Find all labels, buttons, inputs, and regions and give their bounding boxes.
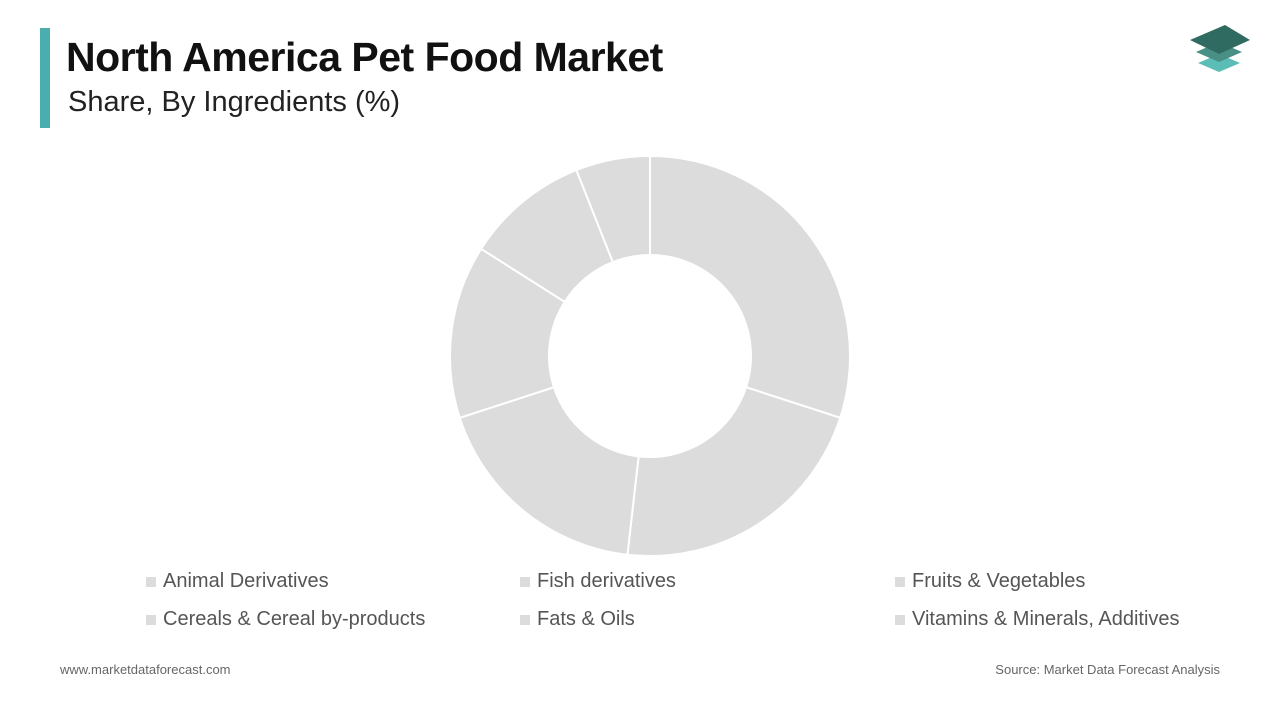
chart-legend: Animal Derivatives Fish derivatives Frui… (146, 566, 1246, 646)
legend-swatch (520, 576, 530, 587)
chart-subtitle: Share, By Ingredients (%) (68, 86, 401, 118)
legend-label: Animal Derivatives (163, 570, 329, 592)
logo-layer-top (1190, 25, 1250, 54)
title-accent-bar (40, 28, 50, 128)
legend-item: Cereals & Cereal by-products (146, 608, 425, 631)
legend-item: Animal Derivatives (146, 570, 329, 593)
legend-label: Fats & Oils (537, 608, 635, 630)
company-logo-icon (1190, 25, 1250, 72)
legend-swatch (520, 614, 530, 625)
legend-item: Fats & Oils (520, 608, 635, 631)
legend-item: Fruits & Vegetables (895, 570, 1085, 593)
legend-swatch (146, 576, 156, 587)
legend-label: Fruits & Vegetables (912, 570, 1086, 592)
donut-slice-fruits-vegetables (458, 385, 640, 556)
legend-label: Cereals & Cereal by-products (163, 608, 426, 630)
donut-slice-animal-derivatives (649, 154, 851, 420)
footer-website: www.marketdataforecast.com (60, 662, 231, 677)
legend-item: Fish derivatives (520, 570, 676, 593)
donut-chart (449, 154, 851, 557)
donut-slice-vitamins-minerals-additives (575, 154, 651, 264)
legend-swatch (146, 614, 156, 625)
chart-title: North America Pet Food Market (66, 34, 663, 80)
legend-item: Vitamins & Minerals, Additives (895, 608, 1180, 631)
legend-swatch (895, 576, 905, 587)
footer-source: Source: Market Data Forecast Analysis (995, 662, 1220, 677)
legend-swatch (895, 614, 905, 625)
logo-layer-bottom (1198, 54, 1240, 72)
legend-label: Vitamins & Minerals, Additives (912, 608, 1180, 630)
legend-label: Fish derivatives (537, 570, 676, 592)
donut-slice-fish-derivatives (626, 385, 842, 557)
